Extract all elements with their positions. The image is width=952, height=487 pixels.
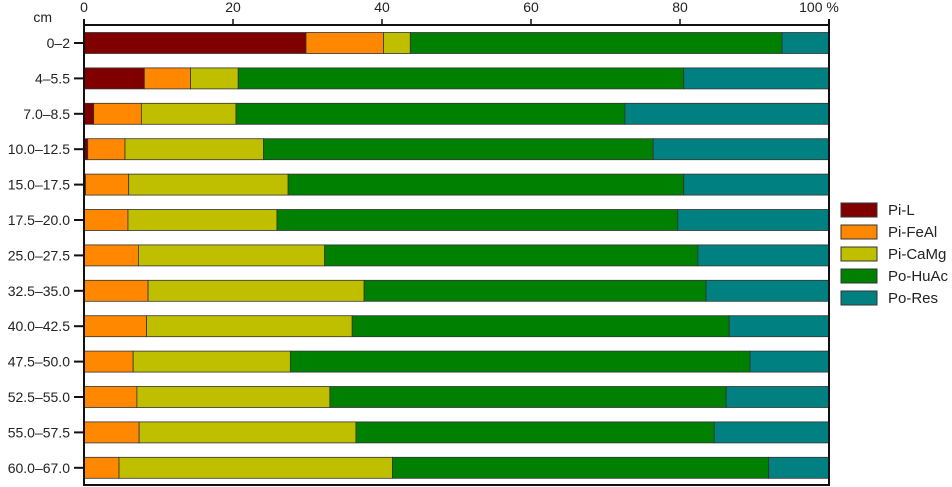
bar-segment-pi-feal xyxy=(93,102,142,125)
bar-segment-pi-feal xyxy=(83,421,140,444)
bar-segment-pi-camg xyxy=(132,350,291,373)
bar-segment-po-huac xyxy=(289,350,751,373)
legend-swatch-po-huac xyxy=(840,268,878,284)
bar-segment-po-huac xyxy=(235,102,626,125)
legend-label-pi-feal: Pi-FeAl xyxy=(888,224,937,241)
x-tick-label: 0 xyxy=(80,0,88,15)
legend-swatch-pi-camg xyxy=(840,246,878,262)
bar-segment-po-huac xyxy=(392,456,770,479)
category-label: 60.0–67.0 xyxy=(8,460,70,476)
bar-segment-pi-camg xyxy=(128,173,289,196)
category-label: 15.0–17.5 xyxy=(8,177,70,193)
bar-segment-pi-feal xyxy=(83,279,149,302)
bar-segment-pi-feal xyxy=(305,32,384,54)
legend-label-po-res: Po-Res xyxy=(888,290,938,307)
bar-segment-po-res xyxy=(677,209,830,231)
bar-segment-po-res xyxy=(683,173,830,196)
bar-segment-pi-camg xyxy=(383,32,411,54)
bar-segment-pi-l xyxy=(83,67,145,90)
legend-label-pi-l: Pi-L xyxy=(888,202,915,219)
bar-segment-po-res xyxy=(697,244,830,267)
x-tick-label: 80 xyxy=(672,0,688,15)
bar-segment-po-huac xyxy=(409,32,783,54)
legend-label-pi-camg: Pi-CaMg xyxy=(888,246,946,263)
bar-segment-pi-camg xyxy=(124,138,264,161)
bar-segment-po-res xyxy=(768,456,830,479)
bar-segment-po-res xyxy=(683,67,830,90)
category-label: 40.0–42.5 xyxy=(8,318,70,334)
bar-segment-po-huac xyxy=(276,209,679,231)
x-tick-label: 40 xyxy=(374,0,390,15)
bar-segment-pi-feal xyxy=(87,138,126,161)
legend-swatch-pi-feal xyxy=(840,224,878,240)
bar-segment-pi-camg xyxy=(190,67,239,90)
category-label: 0–2 xyxy=(47,35,71,51)
bar-segment-pi-camg xyxy=(147,279,365,302)
category-label: 17.5–20.0 xyxy=(8,212,70,228)
bar-segment-pi-camg xyxy=(136,386,331,408)
bar-segment-po-huac xyxy=(355,421,715,444)
bar-segment-pi-feal xyxy=(85,173,130,196)
x-tick-label: 100 % xyxy=(799,0,839,15)
category-label: 32.5–35.0 xyxy=(8,283,70,299)
bar-segment-pi-feal xyxy=(83,315,147,338)
bar-segment-pi-camg xyxy=(146,315,353,338)
bar-segment-po-res xyxy=(728,315,830,338)
bar-segment-pi-feal xyxy=(83,456,120,479)
bar-segment-po-huac xyxy=(324,244,699,267)
bar-segment-pi-camg xyxy=(137,244,326,267)
category-label: 25.0–27.5 xyxy=(8,247,70,263)
legend-label-po-huac: Po-HuAc xyxy=(888,268,949,285)
legend-swatch-pi-l xyxy=(840,202,878,218)
bar-segment-pi-feal xyxy=(143,67,191,90)
bar-segment-pi-l xyxy=(83,32,307,54)
bar-segment-pi-feal xyxy=(83,386,138,408)
bar-segment-po-huac xyxy=(263,138,654,161)
bar-segment-po-res xyxy=(624,102,830,125)
category-label: 55.0–57.5 xyxy=(8,424,70,440)
bar-segment-pi-l xyxy=(83,102,95,125)
bar-segment-pi-camg xyxy=(138,421,357,444)
bar-segment-po-res xyxy=(713,421,830,444)
bar-segment-pi-feal xyxy=(83,244,139,267)
bar-segment-po-huac xyxy=(237,67,685,90)
y-axis-unit-label: cm xyxy=(33,9,52,25)
category-label: 4–5.5 xyxy=(35,70,70,86)
category-label: 47.5–50.0 xyxy=(8,354,70,370)
bar-segment-po-res xyxy=(749,350,830,373)
legend-swatch-po-res xyxy=(840,290,878,306)
bar-segment-po-res xyxy=(781,32,830,54)
bar-segment-po-res xyxy=(725,386,830,408)
bar-segment-pi-feal xyxy=(83,209,129,231)
bar-segment-po-huac xyxy=(287,173,685,196)
bar-segment-po-huac xyxy=(329,386,727,408)
category-label: 52.5–55.0 xyxy=(8,389,70,405)
bar-segment-pi-feal xyxy=(83,350,134,373)
x-tick-label: 20 xyxy=(225,0,241,15)
bar-segment-po-res xyxy=(705,279,830,302)
bar-segment-pi-camg xyxy=(127,209,278,231)
category-label: 10.0–12.5 xyxy=(8,141,70,157)
x-tick-label: 60 xyxy=(523,0,539,15)
category-label: 7.0–8.5 xyxy=(23,106,70,122)
bar-segment-pi-camg xyxy=(118,456,393,479)
bar-segment-po-res xyxy=(652,138,830,161)
bar-segment-po-huac xyxy=(363,279,707,302)
bar-segment-pi-camg xyxy=(140,102,237,125)
bar-segment-po-huac xyxy=(351,315,730,338)
